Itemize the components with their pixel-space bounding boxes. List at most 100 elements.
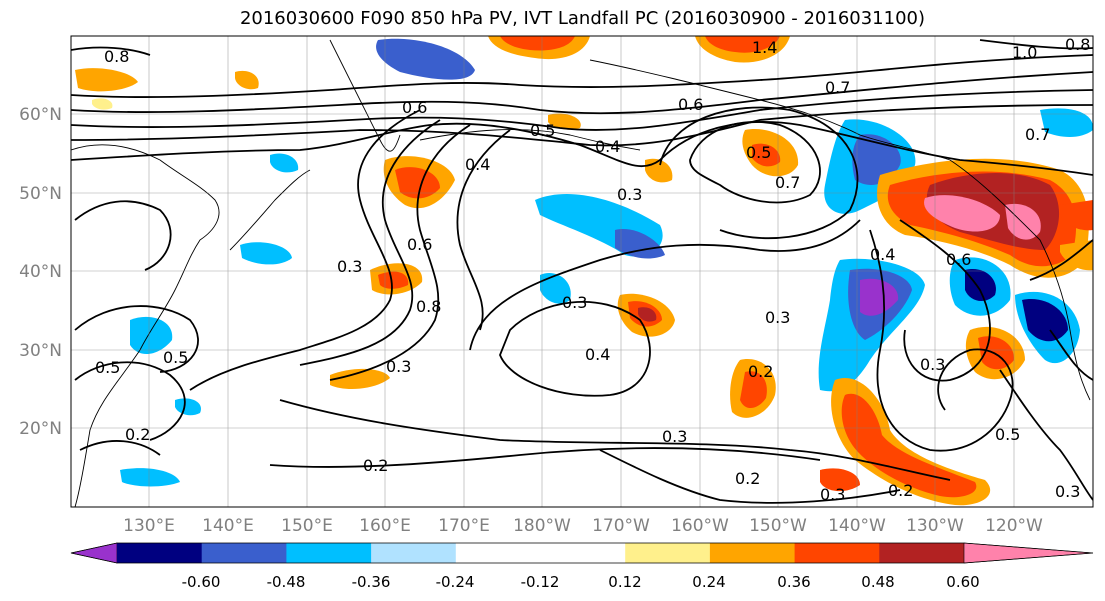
coastline-alaska bbox=[589, 59, 951, 161]
colorbar-tick-label: -0.60 bbox=[182, 573, 221, 591]
pv-contour bbox=[71, 89, 1093, 131]
negative-anomaly-region bbox=[860, 278, 899, 316]
pv-contour bbox=[71, 71, 1093, 115]
pv-contour bbox=[299, 119, 441, 366]
pv-contour bbox=[71, 104, 1093, 147]
contour-label: 0.3 bbox=[337, 257, 362, 276]
colorbar bbox=[70, 542, 1094, 564]
coastline-japan bbox=[229, 169, 311, 251]
contour-label: 0.3 bbox=[617, 185, 642, 204]
colorbar-segment bbox=[286, 543, 372, 563]
map-frame bbox=[70, 35, 1094, 508]
colorbar-segment bbox=[879, 543, 965, 563]
colorbar-segment bbox=[709, 543, 796, 563]
pv-contour bbox=[74, 200, 172, 271]
contour-label: 1.4 bbox=[752, 38, 777, 57]
colorbar-segment bbox=[625, 543, 711, 563]
pv-contour bbox=[1049, 329, 1093, 381]
lat-label: 50°N bbox=[19, 184, 62, 204]
colorbar-extend-min bbox=[70, 542, 118, 564]
contour-label: 0.3 bbox=[820, 485, 845, 504]
contour-label: 0.4 bbox=[465, 155, 490, 174]
negative-anomaly-region bbox=[852, 134, 901, 185]
negative-anomaly-region bbox=[1040, 108, 1093, 137]
pv-contour bbox=[1029, 239, 1093, 281]
colorbar-segment bbox=[371, 543, 457, 563]
pv-contour bbox=[499, 301, 651, 397]
positive-anomaly-region bbox=[235, 70, 259, 90]
lon-label: 150°E bbox=[281, 516, 333, 536]
lon-label: 140°E bbox=[202, 516, 254, 536]
coastline-na bbox=[949, 159, 1091, 401]
lon-label: 160°W bbox=[671, 516, 729, 536]
negative-anomaly-region bbox=[376, 38, 475, 80]
colorbar-segment bbox=[794, 543, 880, 563]
negative-anomaly-region bbox=[965, 269, 996, 302]
positive-anomaly-region bbox=[740, 371, 767, 409]
negative-anomaly-region bbox=[240, 242, 292, 265]
contour-label: 0.5 bbox=[995, 425, 1020, 444]
negative-anomaly-region bbox=[615, 229, 665, 259]
negative-anomaly-region bbox=[175, 398, 201, 416]
contour-label: 0.4 bbox=[870, 245, 895, 264]
contour-label: 0.6 bbox=[678, 95, 703, 114]
contour-label: 0.2 bbox=[888, 481, 913, 500]
map-panel: 0.8 0.6 0.5 1.4 1.0 0.8 0.7 0.4 0.5 0.3 … bbox=[71, 35, 1093, 507]
positive-anomaly-region bbox=[378, 271, 409, 289]
lon-label: 170°E bbox=[438, 516, 490, 536]
contour-label: 0.2 bbox=[735, 469, 760, 488]
contour-label: 0.3 bbox=[1055, 482, 1080, 501]
lon-label: 130°E bbox=[123, 516, 175, 536]
contour-label: 0.5 bbox=[530, 121, 555, 140]
contour-label: 0.3 bbox=[662, 427, 687, 446]
lon-label: 160°E bbox=[359, 516, 411, 536]
contour-label: 0.3 bbox=[562, 293, 587, 312]
pv-contour bbox=[329, 124, 471, 381]
contour-label: 0.8 bbox=[1065, 35, 1090, 54]
colorbar-segment bbox=[540, 543, 626, 563]
latitude-labels: 60°N 50°N 40°N 30°N 20°N bbox=[19, 105, 62, 439]
contour-labels: 0.8 0.6 0.5 1.4 1.0 0.8 0.7 0.4 0.5 0.3 … bbox=[95, 35, 1090, 504]
colorbar-tick-labels: -0.60 -0.48 -0.36 -0.24 -0.12 0.12 0.24 … bbox=[182, 573, 980, 591]
colorbar-frame bbox=[70, 542, 1094, 564]
pv-contour bbox=[689, 121, 821, 204]
pv-contour bbox=[599, 449, 901, 504]
pv-contour bbox=[456, 129, 511, 331]
pv-contour bbox=[999, 369, 1093, 501]
pv-contour bbox=[71, 54, 1093, 98]
colorbar-tick-label: 0.12 bbox=[608, 573, 641, 591]
colorbar-extend-max bbox=[963, 542, 1094, 564]
contour-label: 1.0 bbox=[1012, 43, 1037, 62]
contour-label: 0.8 bbox=[416, 297, 441, 316]
contour-label: 0.6 bbox=[402, 98, 427, 117]
lat-label: 30°N bbox=[19, 341, 62, 361]
contour-label: 0.3 bbox=[765, 308, 790, 327]
colorbar-tick-label: 0.24 bbox=[692, 573, 725, 591]
lat-label: 20°N bbox=[19, 419, 62, 439]
contour-label: 0.7 bbox=[825, 78, 850, 97]
pv-contour bbox=[189, 109, 421, 391]
lon-label: 180°W bbox=[513, 516, 571, 536]
negative-anomaly-region bbox=[120, 468, 180, 487]
positive-anomaly-region bbox=[330, 368, 390, 390]
contour-label: 0.5 bbox=[163, 348, 188, 367]
positive-anomaly-region bbox=[752, 143, 781, 167]
contour-label: 0.7 bbox=[775, 173, 800, 192]
colorbar-tick-label: 0.48 bbox=[861, 573, 894, 591]
positive-anomaly-region bbox=[92, 98, 113, 110]
contour-label: 0.3 bbox=[920, 355, 945, 374]
contour-label: 0.6 bbox=[407, 235, 432, 254]
pv-contour bbox=[869, 229, 1014, 452]
lon-label: 150°W bbox=[749, 516, 807, 536]
gridlines bbox=[71, 36, 1093, 507]
colorbar-segment bbox=[201, 543, 287, 563]
lon-label: 130°W bbox=[906, 516, 964, 536]
contour-label: 0.8 bbox=[104, 47, 129, 66]
coastline-asia bbox=[71, 144, 220, 507]
pv-contour bbox=[899, 219, 991, 382]
contour-label: 0.4 bbox=[595, 137, 620, 156]
map-title: 2016030600 F090 850 hPa PV, IVT Landfall… bbox=[239, 8, 926, 29]
pv-contours bbox=[71, 39, 1093, 504]
pv-contour bbox=[71, 121, 1093, 176]
